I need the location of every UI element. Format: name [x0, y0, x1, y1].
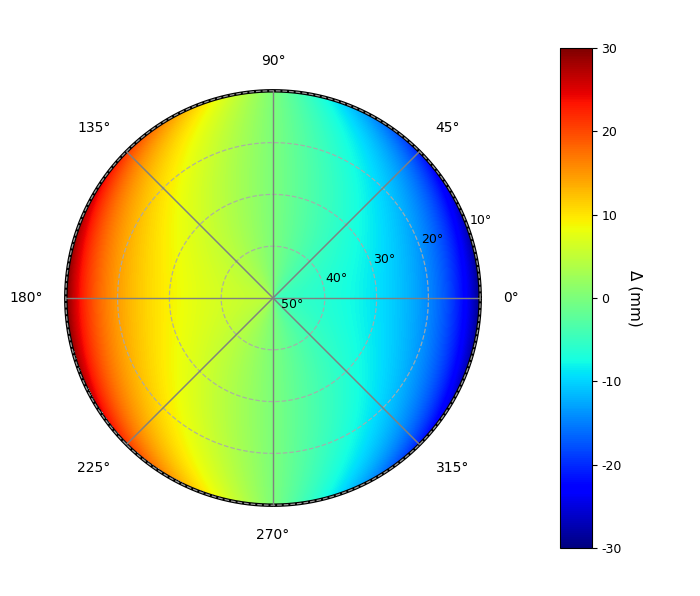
- Text: 45°: 45°: [435, 122, 460, 135]
- Text: 90°: 90°: [260, 54, 286, 68]
- Text: 225°: 225°: [77, 461, 111, 474]
- Text: 270°: 270°: [256, 528, 290, 542]
- Text: 0°: 0°: [503, 291, 519, 305]
- Text: 10°: 10°: [469, 214, 491, 227]
- Text: 135°: 135°: [77, 122, 111, 135]
- Text: 180°: 180°: [10, 291, 43, 305]
- Text: 40°: 40°: [326, 272, 347, 285]
- Text: 315°: 315°: [435, 461, 469, 474]
- Text: 20°: 20°: [421, 233, 444, 246]
- Text: 30°: 30°: [373, 253, 395, 266]
- Text: 50°: 50°: [281, 298, 304, 311]
- Y-axis label: Δ (mm): Δ (mm): [627, 269, 643, 327]
